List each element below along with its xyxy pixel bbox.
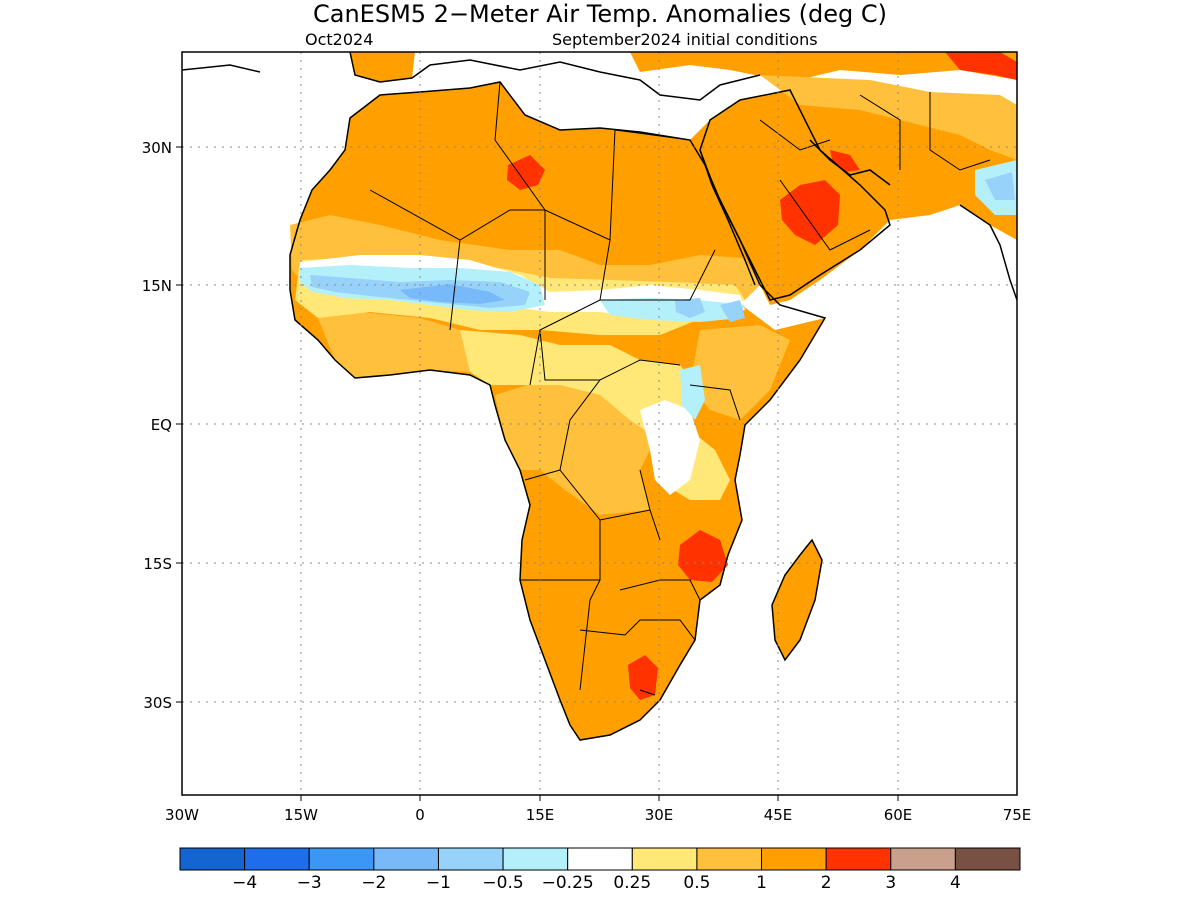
hot-spot-gulf — [830, 150, 860, 172]
persian-gulf-coastline — [809, 139, 891, 186]
graticule — [182, 52, 1017, 795]
colorbar-label-5: −0.25 — [542, 873, 594, 893]
cool-zone-sudan — [600, 298, 745, 322]
map-subtitle-initial-conditions: September2024 initial conditions — [552, 30, 818, 49]
lat-label-15s: 15S — [143, 555, 172, 573]
colorbar-label-0: −4 — [232, 873, 257, 893]
colorbar-swatch-9 — [761, 847, 827, 871]
arabia-coastline — [699, 89, 891, 301]
lon-label-45e: 45E — [764, 806, 793, 824]
hot-spot-libya — [507, 155, 545, 190]
cool-core-india — [985, 172, 1015, 200]
lon-label-60e: 60E — [884, 806, 913, 824]
light-warm-zone-arabia — [760, 75, 1017, 160]
middle-east-north-warm — [630, 52, 1017, 82]
lat-label-30s: 30S — [143, 694, 172, 712]
country-borders — [369, 81, 991, 696]
latitude-axis: 30N 15N EQ 15S 30S — [142, 139, 182, 712]
longitude-axis: 30W 15W 0 15E 30E 45E 60E 75E — [165, 795, 1031, 824]
colorbar-swatch-1 — [244, 847, 310, 871]
red-sea-coastline — [699, 149, 756, 286]
lon-label-15w: 15W — [284, 806, 318, 824]
lon-label-0: 0 — [415, 806, 425, 824]
cool-zone-lake-victoria — [680, 365, 705, 420]
map-title: CanESM5 2−Meter Air Temp. Anomalies (deg… — [313, 0, 887, 28]
pale-warm-zone-central — [460, 330, 700, 440]
colorbar-swatch-11 — [890, 847, 956, 871]
colorbar-label-4: −0.5 — [482, 873, 523, 893]
colorbar-label-1: −3 — [297, 873, 322, 893]
anomaly-fill — [290, 52, 1017, 740]
map-subtitle-month: Oct2024 — [305, 30, 373, 49]
colorbar-swatch-0 — [179, 847, 246, 871]
colorbar-label-9: 2 — [821, 873, 832, 893]
map-area — [182, 52, 1017, 795]
hot-spot-iran — [945, 52, 1017, 80]
colorbar-swatch-10 — [825, 847, 892, 871]
colorbar-label-7: 0.5 — [683, 873, 710, 893]
colorbar-swatch-12 — [954, 847, 1021, 871]
coastlines — [182, 52, 1017, 741]
colorbar-label-6: 0.25 — [613, 873, 651, 893]
lat-label-15n: 15N — [142, 277, 172, 295]
lon-label-75e: 75E — [1003, 806, 1032, 824]
madagascar-coastline — [771, 538, 823, 662]
colorbar: −4 −3 −2 −1 −0.5 −0.25 0.25 0.5 1 2 3 4 — [179, 847, 1021, 893]
light-warm-zone-east — [690, 325, 790, 420]
colorbar-swatch-2 — [308, 847, 375, 871]
lat-label-eq: EQ — [151, 416, 172, 434]
cool-deep-west-africa — [400, 284, 505, 304]
lat-label-30n: 30N — [142, 139, 172, 157]
lon-label-15e: 15E — [526, 806, 555, 824]
colorbar-swatch-3 — [373, 847, 439, 871]
europe-warm-region — [350, 52, 415, 82]
madagascar-warm — [772, 540, 822, 660]
india-coastline — [959, 204, 1017, 301]
colorbar-swatch-5 — [502, 847, 569, 871]
light-warm-zone-west — [318, 312, 470, 378]
colorbar-label-2: −2 — [361, 873, 386, 893]
africa-coastline — [289, 81, 827, 741]
hot-spot-arabia — [780, 180, 840, 245]
cool-core-sudan — [675, 298, 705, 318]
border-lines-arabia — [759, 92, 991, 251]
lon-label-30w: 30W — [165, 806, 199, 824]
colorbar-swatch-8 — [696, 847, 763, 871]
colorbar-swatch-4 — [437, 847, 504, 871]
hot-spot-south-africa — [628, 655, 658, 700]
colorbar-label-3: −1 — [426, 873, 451, 893]
border-lines-central — [524, 329, 741, 541]
europe-coastline — [182, 52, 761, 101]
colorbar-label-10: 3 — [885, 873, 896, 893]
lon-label-30e: 30E — [645, 806, 674, 824]
hot-spot-malawi — [678, 530, 728, 582]
cool-zone-ethiopia — [720, 300, 745, 322]
border-lines-south — [520, 520, 701, 696]
colorbar-swatch-6 — [567, 847, 633, 871]
colorbar-label-11: 4 — [950, 873, 961, 893]
colorbar-swatch-7 — [631, 847, 698, 871]
colorbar-label-8: 1 — [756, 873, 767, 893]
